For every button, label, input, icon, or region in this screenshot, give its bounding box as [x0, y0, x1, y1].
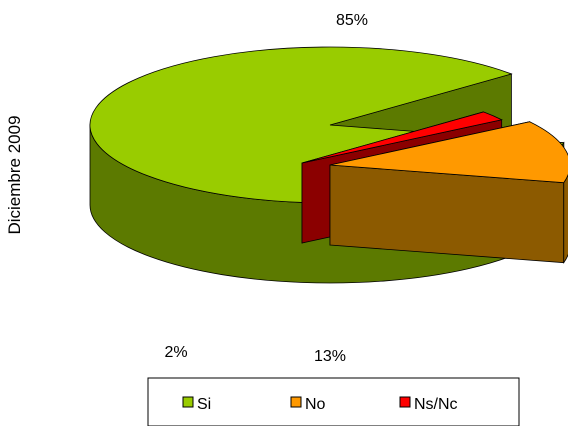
legend-swatch-nsnc — [399, 396, 411, 408]
legend-label-nsnc: Ns/Nc — [414, 396, 458, 413]
pie-layer — [89, 46, 568, 284]
pie-slice-nsnc — [301, 111, 503, 164]
legend-label-no: No — [305, 396, 326, 413]
legend: Si No Ns/Nc — [147, 377, 520, 426]
legend-swatch-si — [182, 396, 194, 408]
legend-swatch-no — [290, 396, 302, 408]
chart-side-label: Diciembre 2009 — [5, 115, 24, 234]
legend-label-si: Si — [197, 396, 211, 413]
pie-slice-no — [329, 121, 568, 184]
data-label-no: 13% — [314, 348, 346, 365]
legend-box — [147, 377, 520, 426]
data-label-nsnc: 2% — [164, 344, 187, 361]
pie-side-no — [563, 173, 568, 264]
data-label-si: 85% — [336, 12, 368, 29]
